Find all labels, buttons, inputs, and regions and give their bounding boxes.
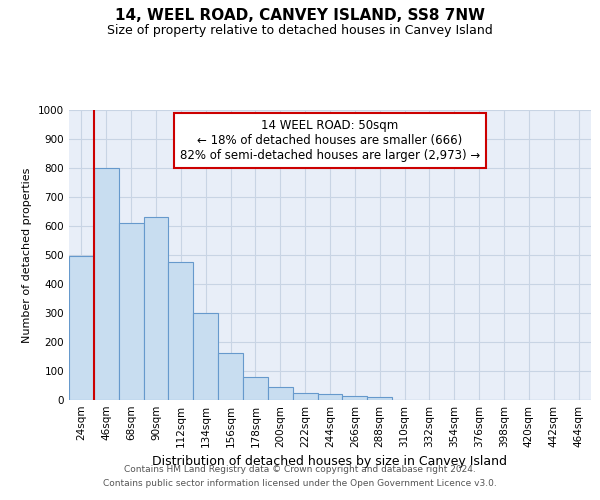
Bar [293,393,317,400]
Bar [143,216,169,400]
Text: 14, WEEL ROAD, CANVEY ISLAND, SS8 7NW: 14, WEEL ROAD, CANVEY ISLAND, SS8 7NW [115,8,485,22]
Bar [218,352,243,400]
Bar [94,168,119,400]
Text: Size of property relative to detached houses in Canvey Island: Size of property relative to detached ho… [107,24,493,37]
Y-axis label: Number of detached properties: Number of detached properties [22,168,32,342]
Bar [317,394,343,400]
Bar [343,396,367,400]
Bar [193,313,218,400]
Bar [169,262,193,400]
Bar [367,397,392,400]
Text: Contains HM Land Registry data © Crown copyright and database right 2024.
Contai: Contains HM Land Registry data © Crown c… [103,466,497,487]
Bar [119,223,143,400]
Text: 14 WEEL ROAD: 50sqm
← 18% of detached houses are smaller (666)
82% of semi-detac: 14 WEEL ROAD: 50sqm ← 18% of detached ho… [180,118,480,162]
Bar [69,256,94,400]
Bar [268,387,293,400]
Bar [243,378,268,400]
X-axis label: Distribution of detached houses by size in Canvey Island: Distribution of detached houses by size … [152,456,508,468]
